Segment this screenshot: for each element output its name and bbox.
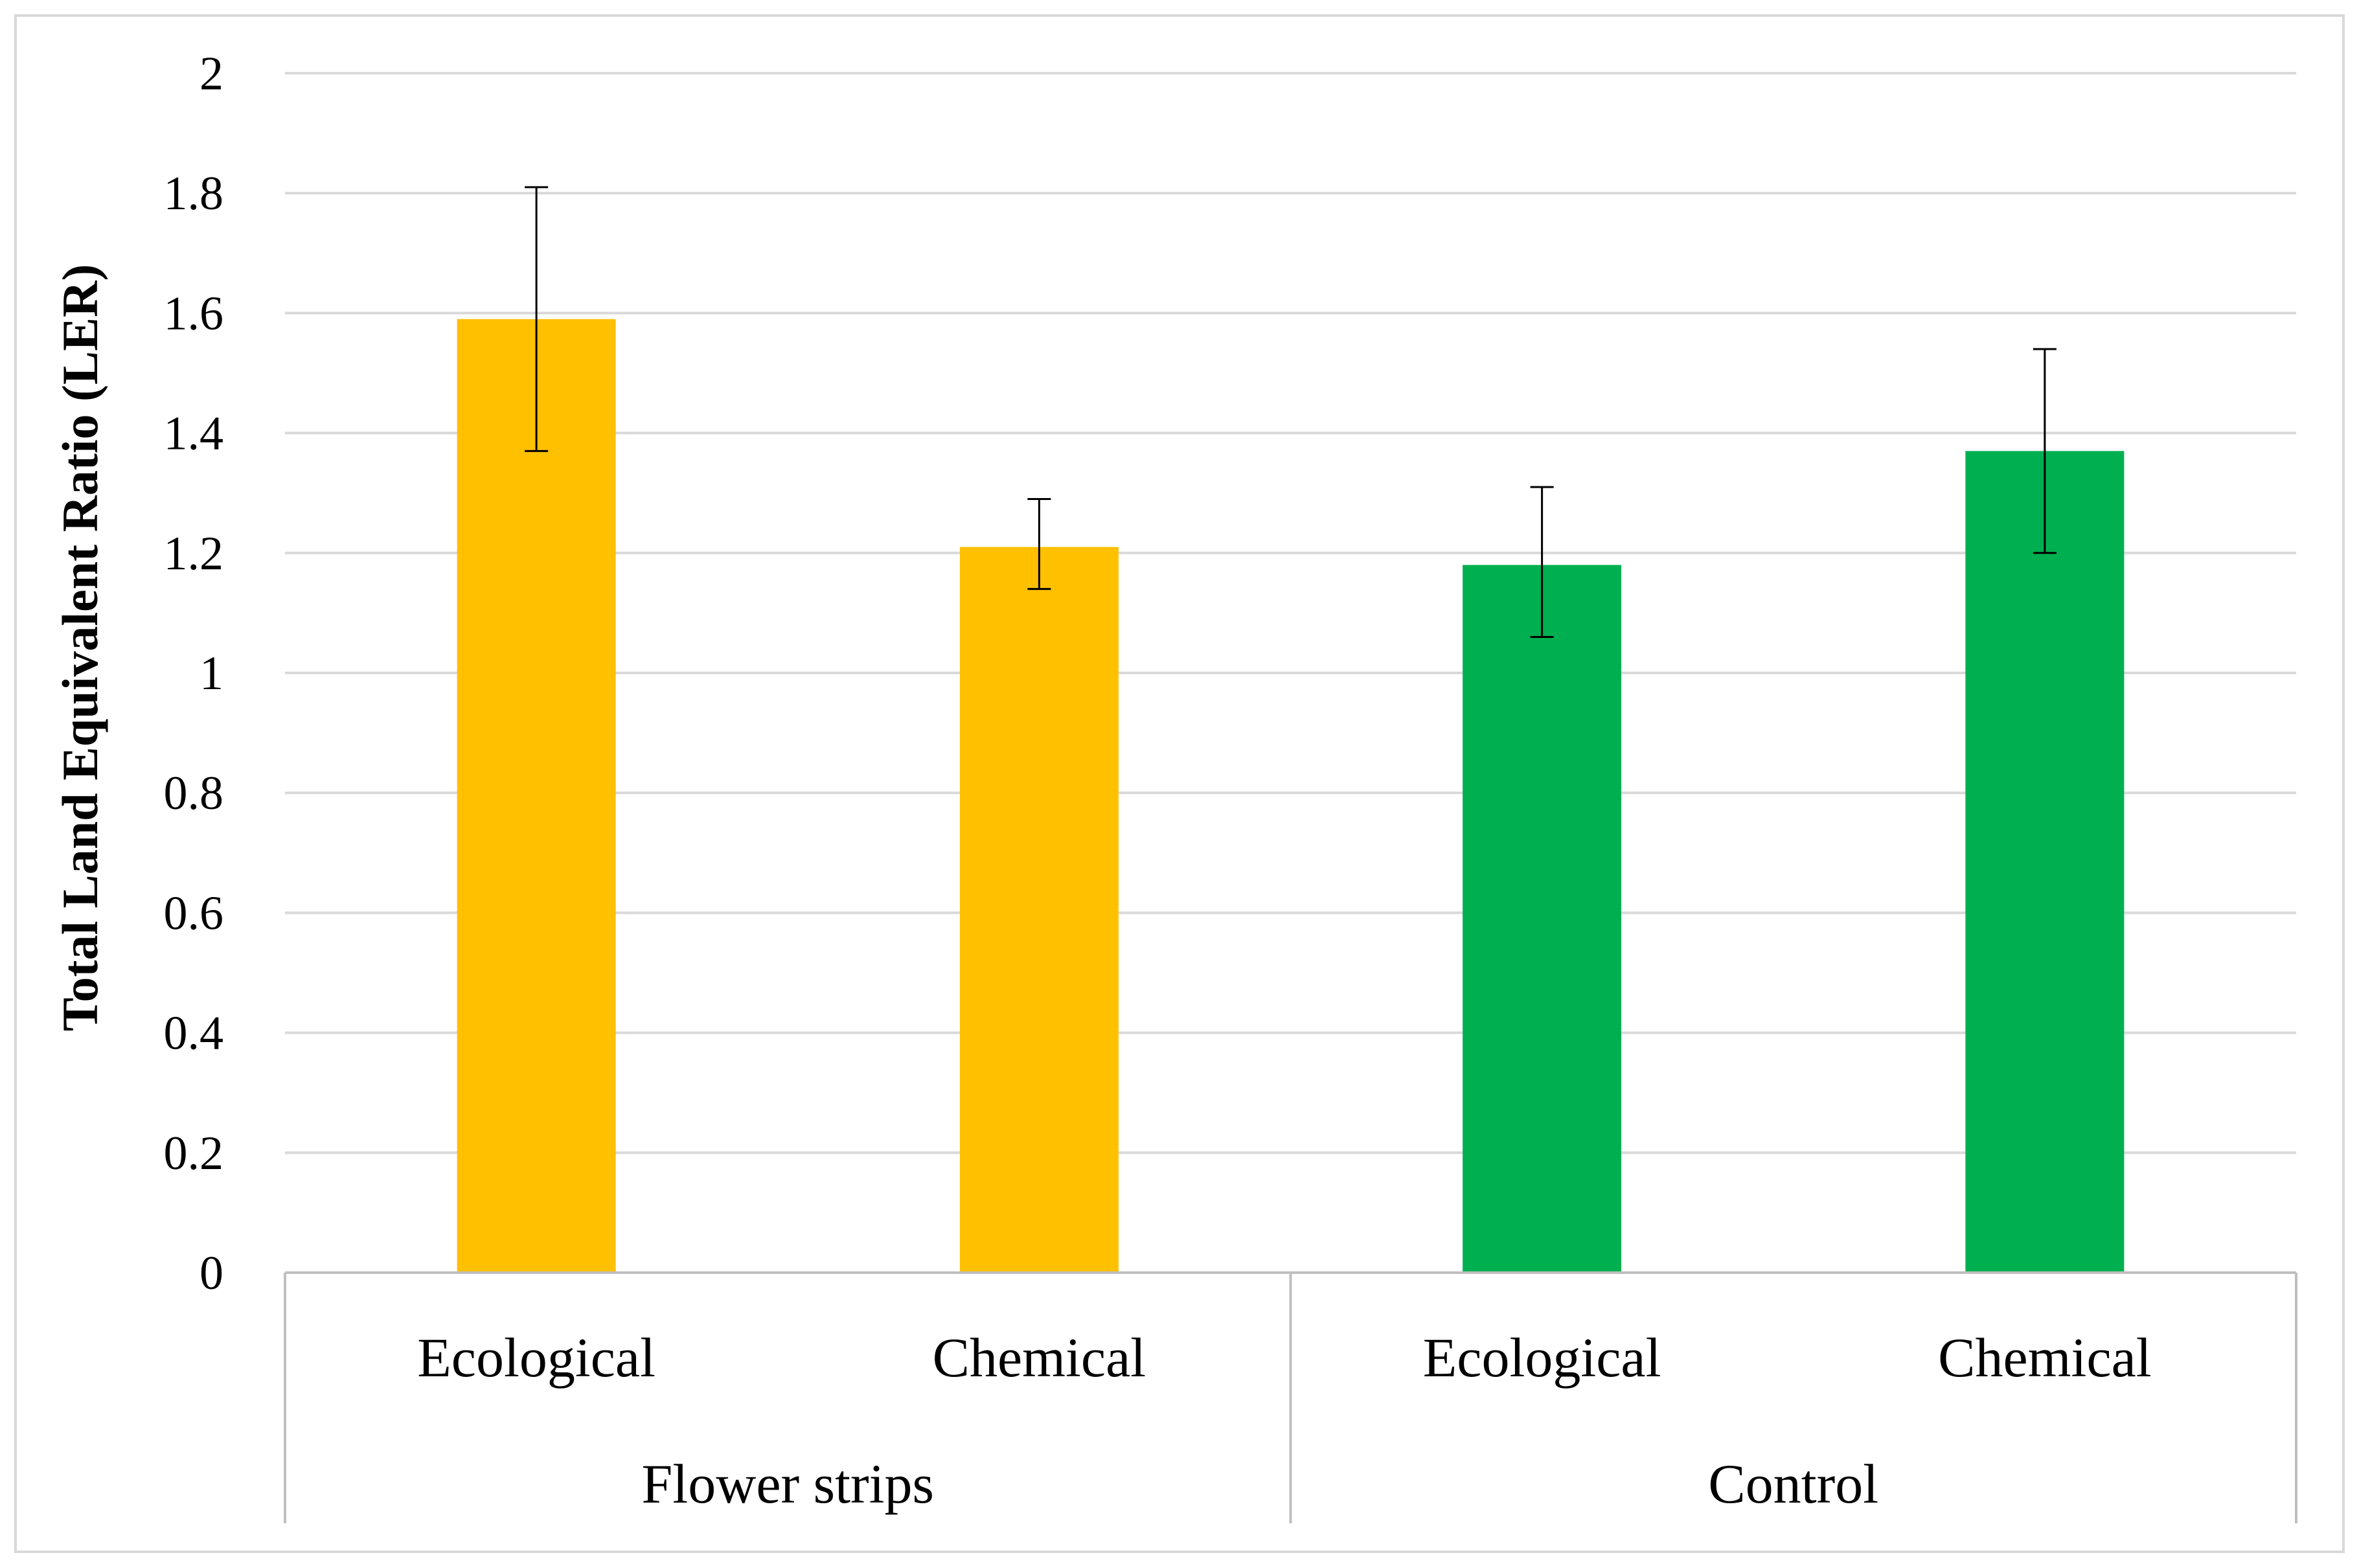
bar bbox=[1463, 565, 1622, 1273]
x-group-label: Flower strips bbox=[642, 1453, 935, 1515]
bar bbox=[1965, 451, 2125, 1273]
y-tick-label: 0.4 bbox=[164, 1007, 224, 1060]
y-tick-label: 1.2 bbox=[164, 527, 224, 580]
y-tick-label: 1.4 bbox=[164, 407, 224, 460]
error-bars bbox=[525, 186, 2057, 638]
x-category-label: Ecological bbox=[417, 1326, 655, 1389]
y-axis-ticks: 0 0.2 0.4 0.6 0.8 1 1.2 1.4 1.6 1.8 2 bbox=[164, 47, 224, 1300]
x-category-label: Chemical bbox=[1938, 1326, 2152, 1389]
bar bbox=[959, 547, 1119, 1273]
y-tick-label: 1.6 bbox=[164, 287, 224, 340]
y-axis-title: Total Land Equivalent Ratio (LER) bbox=[52, 264, 108, 1032]
gridlines bbox=[285, 72, 2296, 1154]
x-group-label: Control bbox=[1708, 1453, 1878, 1515]
y-tick-label: 2 bbox=[199, 47, 223, 100]
y-tick-label: 0.6 bbox=[164, 887, 224, 940]
bar bbox=[457, 319, 616, 1273]
x-category-label: Chemical bbox=[933, 1326, 1146, 1389]
x-category-label: Ecological bbox=[1423, 1326, 1661, 1389]
y-tick-label: 0.2 bbox=[164, 1127, 224, 1180]
y-tick-label: 1 bbox=[199, 647, 223, 700]
y-tick-label: 1.8 bbox=[164, 167, 224, 220]
chart-border bbox=[14, 14, 2345, 1553]
y-tick-label: 0 bbox=[199, 1247, 223, 1300]
bars bbox=[457, 319, 2125, 1273]
x-axis: Ecological Chemical Flower strips Ecologica… bbox=[284, 1271, 2297, 1523]
y-tick-label: 0.8 bbox=[164, 767, 224, 820]
